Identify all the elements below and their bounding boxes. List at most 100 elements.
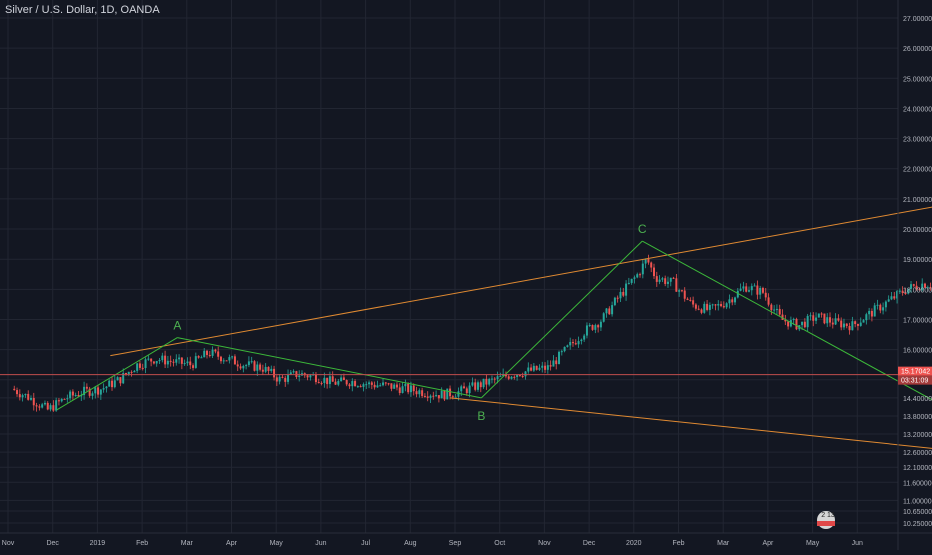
x-tick-label: Jul: [361, 540, 370, 547]
candle-body: [214, 349, 217, 352]
candle-body: [697, 308, 700, 310]
candle-body: [476, 382, 479, 390]
candle-body: [116, 377, 119, 381]
candle-body: [127, 371, 130, 375]
countdown-tag: [898, 375, 932, 385]
candle-body: [136, 363, 139, 371]
candle-body: [633, 277, 636, 279]
candle-body: [194, 356, 197, 368]
candle-body: [186, 361, 189, 364]
candle-body: [809, 315, 812, 317]
candle-body: [764, 292, 767, 298]
candle-body: [253, 361, 256, 371]
candle-body: [527, 367, 530, 372]
candle-body: [206, 350, 209, 355]
x-tick-label: 2020: [626, 540, 642, 547]
chart-title: Silver / U.S. Dollar, 1D, OANDA: [5, 4, 160, 16]
candle-body: [781, 314, 784, 320]
candle-body: [418, 390, 421, 395]
x-tick-label: 2019: [90, 540, 106, 547]
candle-body: [429, 395, 432, 398]
candle-body: [161, 355, 164, 361]
candle-body: [373, 384, 376, 388]
candle-body: [532, 365, 535, 371]
candle-body: [694, 304, 697, 309]
candle-body: [256, 364, 259, 371]
candle-body: [493, 378, 496, 380]
candle-body: [851, 321, 854, 331]
candle-body: [219, 356, 222, 362]
y-tick-label: 11.00000: [903, 498, 932, 505]
candle-body: [55, 400, 58, 411]
candle-body: [910, 284, 913, 289]
y-tick-label: 12.60000: [903, 450, 932, 457]
x-tick-label: Dec: [46, 540, 59, 547]
y-tick-label: 10.25000: [903, 521, 932, 528]
candle-body: [412, 385, 415, 392]
candle-body: [571, 342, 574, 344]
candle-body: [432, 395, 435, 397]
candle-body: [608, 308, 611, 315]
candle-body: [35, 405, 38, 407]
candle-body: [32, 397, 35, 406]
candle-body: [41, 404, 44, 408]
candle-body: [437, 395, 440, 399]
wave-label-c: C: [638, 222, 647, 236]
candle-body: [376, 385, 379, 388]
candle-body: [826, 317, 829, 324]
candle-body: [261, 369, 264, 372]
candle-body: [784, 319, 787, 322]
candle-body: [669, 277, 672, 282]
candle-body: [672, 277, 675, 279]
candle-body: [69, 391, 72, 399]
y-tick-label: 16.00000: [903, 348, 932, 355]
candle-body: [898, 290, 901, 292]
channel-upper-line: [110, 206, 932, 357]
candle-body: [622, 291, 625, 296]
candle-body: [739, 288, 742, 291]
candle-body: [60, 398, 63, 402]
candle-body: [549, 365, 552, 367]
wave-lines: [56, 240, 932, 411]
candle-body: [155, 361, 158, 364]
candle-body: [806, 315, 809, 328]
candle-body: [552, 360, 555, 367]
y-tick-label: 18.00000: [903, 287, 932, 294]
candle-body: [703, 303, 706, 313]
candle-body: [474, 382, 477, 390]
candle-body: [488, 378, 491, 385]
candle-body: [141, 367, 144, 369]
candle-body: [577, 341, 580, 345]
candle-body: [52, 405, 55, 411]
candle-body: [647, 259, 650, 263]
candle-body: [613, 297, 616, 306]
candle-body: [309, 375, 312, 378]
candle-body: [407, 383, 410, 393]
candle-body: [250, 361, 253, 363]
y-tick-label: 10.65000: [903, 509, 932, 516]
candle-body: [57, 400, 60, 402]
candle-body: [753, 285, 756, 287]
candle-body: [837, 318, 840, 321]
candle-body: [516, 374, 519, 377]
candle-body: [706, 303, 709, 310]
candle-body: [591, 325, 594, 330]
candle-body: [245, 365, 248, 367]
candle-body: [574, 343, 577, 345]
candle-body: [742, 286, 745, 289]
candle-body: [354, 381, 357, 387]
candle-body: [639, 274, 642, 276]
wave-segment: [177, 337, 482, 399]
candle-body: [912, 284, 915, 286]
candle-body: [761, 288, 764, 293]
candle-body: [747, 290, 750, 292]
candle-body: [83, 386, 86, 396]
candle-body: [222, 360, 225, 362]
candle-body: [183, 363, 186, 365]
x-tick-label: Oct: [494, 540, 505, 547]
candle-body: [585, 325, 588, 336]
candle-body: [619, 291, 622, 299]
